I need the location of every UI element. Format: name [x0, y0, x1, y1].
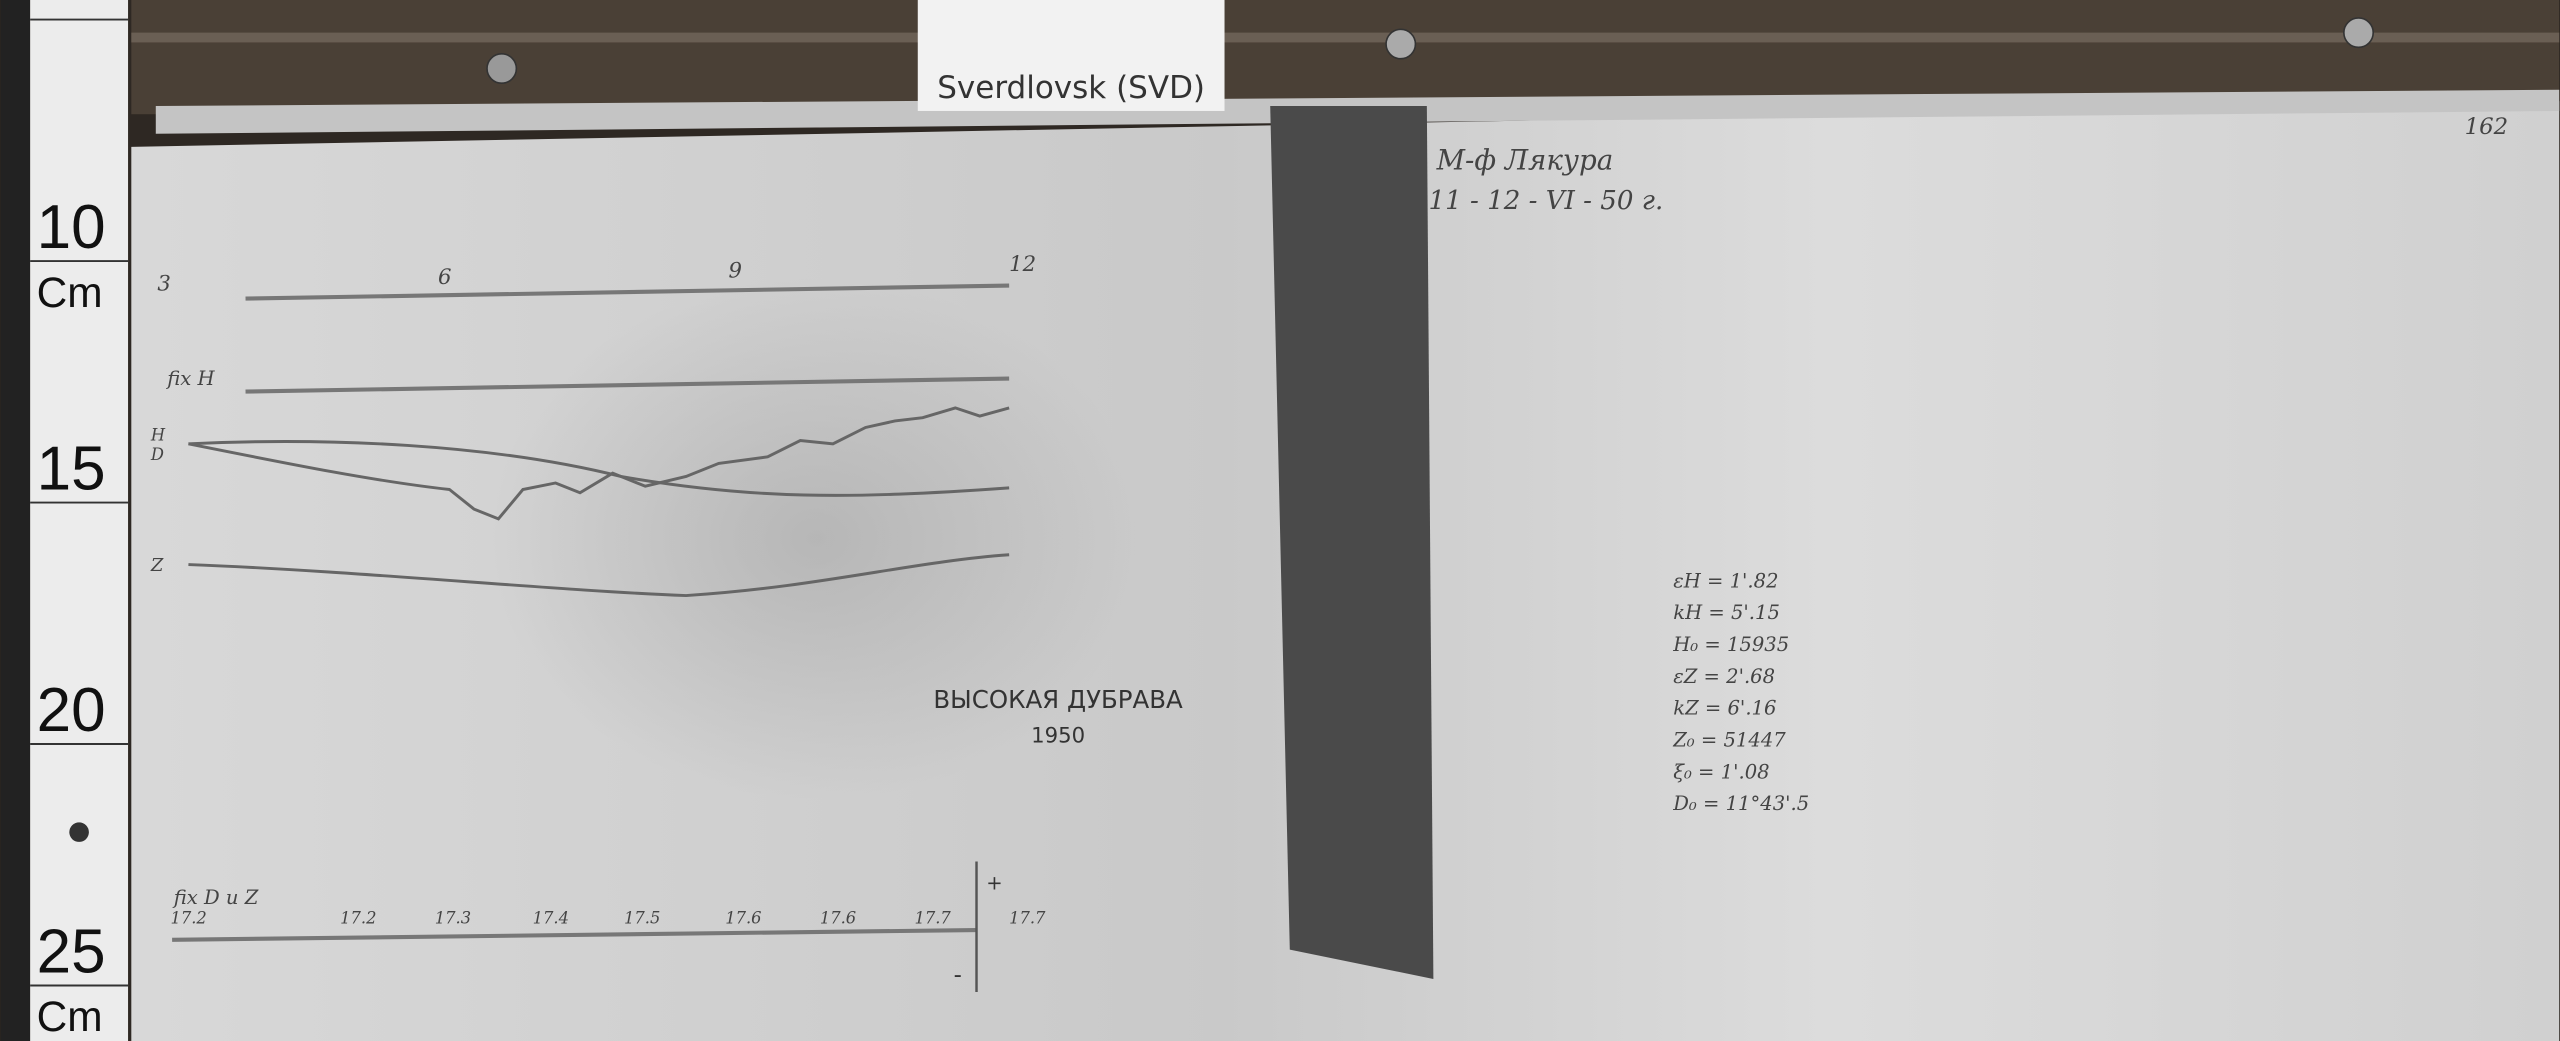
trace-label: fix H — [165, 367, 215, 390]
constant: εH = 1'.82 — [1673, 569, 1778, 592]
scale-label: 17.7 — [1009, 909, 1046, 928]
station-label: Sverdlovsk (SVD) — [937, 70, 1205, 106]
trace-label: Z — [150, 555, 164, 576]
trace-label: D — [150, 445, 164, 464]
ruler-label: Cm — [37, 269, 103, 316]
constant: kH = 5'.15 — [1673, 601, 1780, 624]
date-note: 11 - 12 - VI - 50 г. — [1428, 186, 1663, 216]
scale-label: 17.2 — [170, 909, 206, 928]
ruler-hole — [69, 822, 89, 842]
screw — [2343, 17, 2375, 49]
stain — [490, 277, 1143, 800]
trace-label: H — [150, 426, 166, 445]
ruler-label: 20 — [37, 676, 106, 745]
constant: ξ₀ = 1'.08 — [1673, 760, 1769, 783]
ruler — [30, 0, 129, 1041]
hour-label: 9 — [728, 258, 742, 283]
scale-label: 17.5 — [624, 909, 660, 928]
screw — [1385, 28, 1417, 60]
constant: H₀ = 15935 — [1672, 633, 1789, 656]
scale-label: 17.6 — [725, 909, 761, 928]
ruler-label: 15 — [37, 434, 106, 503]
observer-note: М-ф Лякура — [1436, 144, 1614, 177]
board-edge — [131, 32, 2560, 43]
scale-label: 17.6 — [820, 909, 856, 928]
scale-label: 17.4 — [533, 909, 569, 928]
label-card — [917, 0, 1225, 111]
constant: Z₀ = 51447 — [1672, 728, 1786, 751]
screw — [486, 53, 518, 85]
polarity-minus: - — [954, 962, 962, 988]
baselines — [172, 283, 1010, 942]
ruler-edge — [0, 0, 31, 1041]
scale-label: 17.7 — [915, 909, 952, 928]
bottom-scale: 17.2 17.2 17.3 17.4 17.5 17.6 17.6 17.7 17.7 — [170, 909, 1046, 928]
page-number: 162 — [2465, 114, 2509, 140]
constants: εH = 1'.82 kH = 5'.15 H₀ = 15935 εZ = 2'.68… — [1672, 569, 1809, 815]
ruler-label: Cm — [37, 993, 103, 1040]
trace-label: fix D u Z — [172, 886, 259, 909]
hour-label: 3 — [157, 271, 171, 296]
scale-label: 17.2 — [340, 909, 376, 928]
ruler-ticks — [30, 18, 129, 987]
dark-strip — [1270, 106, 1434, 979]
traces — [188, 406, 1010, 598]
station-year: 1950 — [1031, 723, 1085, 748]
ruler-label: 10 — [37, 193, 106, 262]
scale-label: 17.3 — [435, 909, 471, 928]
hour-label: 12 — [1009, 252, 1036, 277]
constant: D₀ = 11°43'.5 — [1672, 792, 1809, 815]
ruler-label: 25 — [37, 917, 106, 986]
station-name: ВЫСОКАЯ ДУБРАВА — [933, 685, 1183, 714]
hour-label: 6 — [438, 265, 452, 290]
constant: εZ = 2'.68 — [1673, 665, 1775, 688]
constant: kZ = 6'.16 — [1673, 697, 1776, 720]
polarity-plus: + — [986, 871, 1002, 894]
